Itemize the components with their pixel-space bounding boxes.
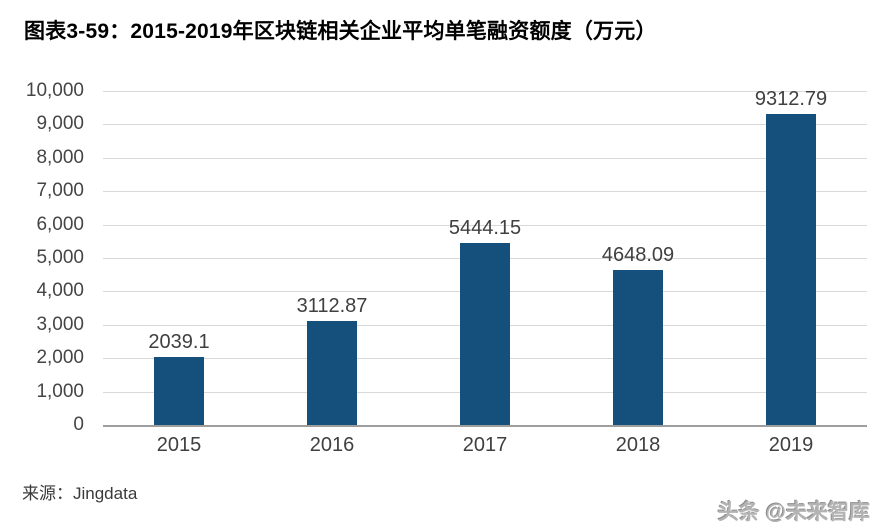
y-axis-tick-label: 3,000 [36,314,84,335]
watermark: 头条 @未来智库 [717,501,870,524]
bar-2016 [307,321,357,425]
y-axis-tick-label: 7,000 [36,180,84,201]
x-axis-tick-label: 2015 [156,434,202,456]
x-axis-tick-label: 2017 [462,434,508,456]
y-axis-tick-label: 1,000 [36,381,84,402]
gridline [103,191,867,192]
bar-2015 [154,357,204,425]
x-axis-tick-label: 2018 [615,434,661,456]
chart-title: 图表3-59：2015-2019年区块链相关企业平均单笔融资额度（万元） [24,20,657,43]
bar-value-label: 3112.87 [296,295,368,317]
y-axis-tick-label: 10,000 [25,80,84,101]
y-axis-tick-label: 2,000 [36,347,84,368]
y-axis-tick-label: 8,000 [36,147,84,168]
bar-2018 [613,270,663,425]
y-axis-tick-label: 9,000 [36,113,84,134]
source-note: 来源：Jingdata [22,484,138,503]
x-axis-tick-label: 2019 [768,434,814,456]
bar-value-label: 9312.79 [754,88,828,110]
gridline [103,158,867,159]
bar-value-label: 4648.09 [601,244,675,266]
gridline [103,225,867,226]
bar-2019 [766,114,816,425]
x-axis-tick-label: 2016 [309,434,355,456]
bar-2017 [460,243,510,425]
y-axis-tick-label: 6,000 [36,214,84,235]
y-axis-tick-label: 0 [73,414,84,435]
x-axis-line [103,425,867,427]
gridline [103,124,867,125]
bar-value-label: 5444.15 [448,217,522,239]
gridline [103,91,867,92]
y-axis-tick-label: 5,000 [36,247,84,268]
bar-value-label: 2039.1 [148,331,210,353]
y-axis-tick-label: 4,000 [36,280,84,301]
